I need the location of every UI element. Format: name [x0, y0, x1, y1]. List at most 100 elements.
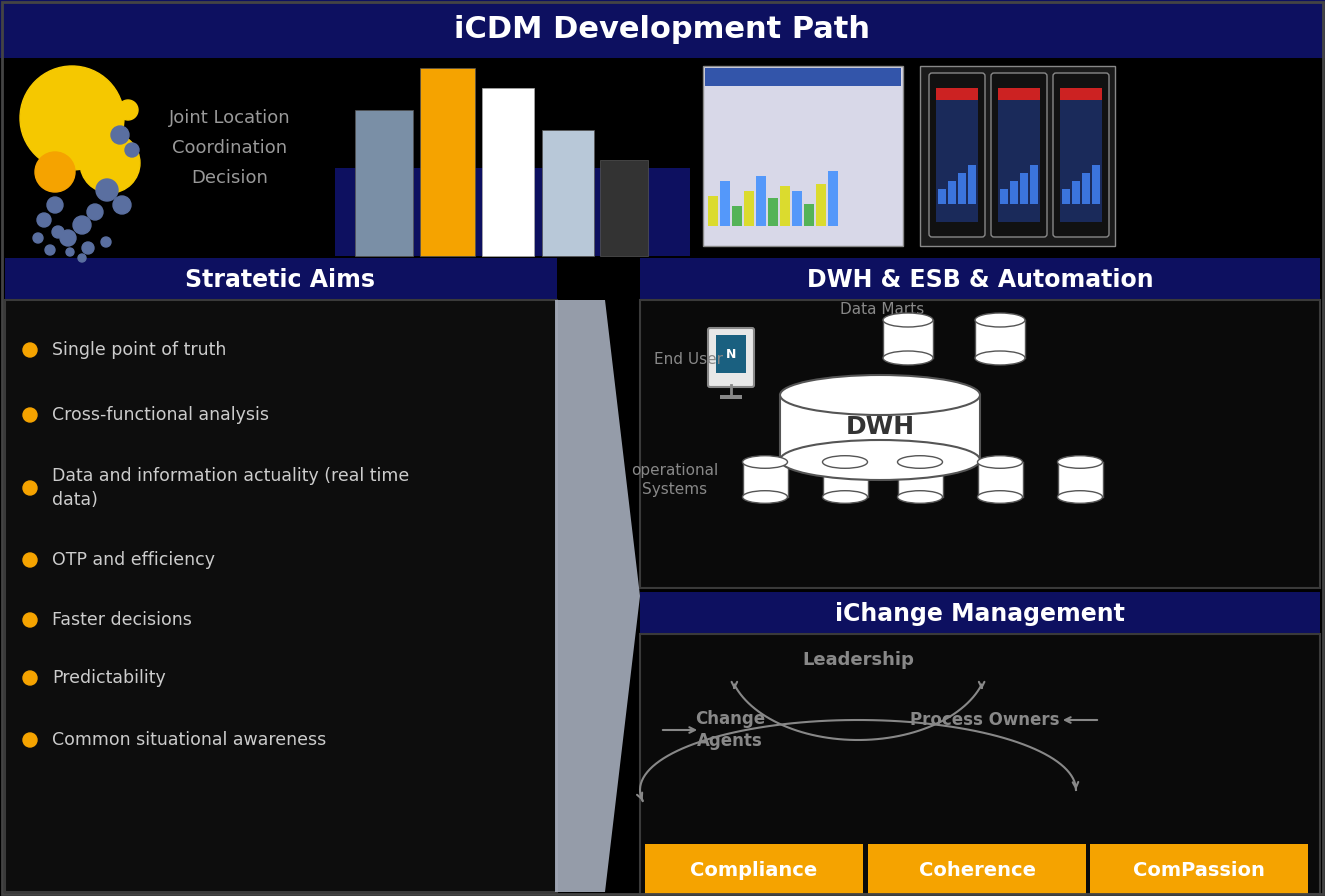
Circle shape — [23, 481, 37, 495]
Bar — [1072, 181, 1080, 204]
Bar — [958, 173, 966, 204]
Text: Change
Agents: Change Agents — [694, 710, 765, 750]
Bar — [719, 395, 742, 399]
Bar — [716, 335, 746, 373]
Bar — [1060, 88, 1102, 100]
Bar — [1020, 173, 1028, 204]
Ellipse shape — [978, 456, 1023, 469]
Circle shape — [45, 245, 56, 255]
Circle shape — [20, 66, 125, 170]
Bar — [757, 176, 766, 226]
Bar — [868, 844, 1086, 894]
Text: Data and information actuality (real time
data): Data and information actuality (real tim… — [52, 467, 409, 509]
Circle shape — [33, 233, 42, 243]
Ellipse shape — [882, 351, 933, 365]
Bar — [823, 462, 868, 497]
Ellipse shape — [882, 313, 933, 327]
Circle shape — [23, 408, 37, 422]
Circle shape — [23, 613, 37, 627]
Bar — [1060, 88, 1102, 222]
FancyBboxPatch shape — [991, 73, 1047, 237]
Text: Compliance: Compliance — [690, 860, 818, 880]
Circle shape — [111, 126, 129, 144]
Text: DWH: DWH — [845, 416, 914, 440]
Text: ComPassion: ComPassion — [1133, 860, 1265, 880]
Text: Stratetic Aims: Stratetic Aims — [186, 268, 375, 292]
Bar — [335, 168, 690, 256]
Bar — [897, 462, 942, 497]
Circle shape — [80, 133, 140, 193]
Bar — [975, 320, 1026, 358]
Circle shape — [73, 216, 91, 234]
Circle shape — [46, 197, 64, 213]
Text: N: N — [726, 348, 737, 360]
Bar — [640, 300, 1320, 588]
Bar — [704, 66, 904, 246]
Ellipse shape — [742, 491, 787, 504]
Ellipse shape — [742, 456, 787, 469]
Bar — [542, 130, 594, 256]
Bar — [482, 88, 534, 256]
Bar — [731, 206, 742, 226]
Bar — [1030, 165, 1037, 204]
Bar — [998, 88, 1040, 100]
Ellipse shape — [975, 351, 1026, 365]
Bar — [935, 88, 978, 100]
Ellipse shape — [823, 491, 868, 504]
Circle shape — [95, 179, 118, 201]
Bar — [969, 165, 977, 204]
Bar — [1057, 462, 1102, 497]
Circle shape — [113, 196, 131, 214]
Circle shape — [78, 254, 86, 262]
Text: operational
Systems: operational Systems — [632, 462, 718, 497]
Text: OTP and efficiency: OTP and efficiency — [52, 551, 215, 569]
Bar — [355, 110, 413, 256]
Bar — [1092, 165, 1100, 204]
Bar — [780, 186, 790, 226]
Text: Coordination: Coordination — [172, 139, 288, 157]
Bar — [645, 844, 863, 894]
Circle shape — [23, 733, 37, 747]
Circle shape — [52, 226, 64, 238]
Bar — [828, 171, 837, 226]
Text: Single point of truth: Single point of truth — [52, 341, 227, 359]
Circle shape — [66, 248, 74, 256]
Ellipse shape — [1057, 491, 1102, 504]
Circle shape — [34, 152, 76, 192]
Text: DWH & ESB & Automation: DWH & ESB & Automation — [807, 268, 1153, 292]
Circle shape — [60, 230, 76, 246]
Bar — [935, 88, 978, 222]
Text: Leadership: Leadership — [802, 651, 914, 669]
Text: Faster decisions: Faster decisions — [52, 611, 192, 629]
Bar — [816, 184, 825, 226]
Bar — [1083, 173, 1090, 204]
Bar — [804, 204, 814, 226]
Text: Joint Location: Joint Location — [170, 109, 290, 127]
FancyBboxPatch shape — [708, 328, 754, 387]
Bar — [998, 88, 1040, 222]
Bar — [1063, 189, 1071, 204]
Text: End User: End User — [653, 352, 722, 367]
Bar — [947, 181, 957, 204]
Bar — [0, 58, 1325, 258]
Circle shape — [118, 100, 138, 120]
Circle shape — [23, 343, 37, 357]
Text: iCDM Development Path: iCDM Development Path — [454, 14, 871, 44]
Text: Decision: Decision — [192, 169, 269, 187]
Bar — [978, 462, 1023, 497]
Circle shape — [125, 143, 139, 157]
Bar — [1090, 844, 1308, 894]
Text: Process Owners: Process Owners — [910, 711, 1060, 729]
Bar — [792, 191, 802, 226]
Ellipse shape — [978, 491, 1023, 504]
Bar — [640, 592, 1320, 634]
Ellipse shape — [975, 313, 1026, 327]
Circle shape — [23, 553, 37, 567]
Bar — [882, 320, 933, 358]
Bar — [742, 462, 787, 497]
Text: iChange Management: iChange Management — [835, 602, 1125, 626]
Bar — [705, 68, 901, 86]
Bar — [708, 196, 718, 226]
Polygon shape — [555, 300, 640, 892]
FancyBboxPatch shape — [929, 73, 984, 237]
